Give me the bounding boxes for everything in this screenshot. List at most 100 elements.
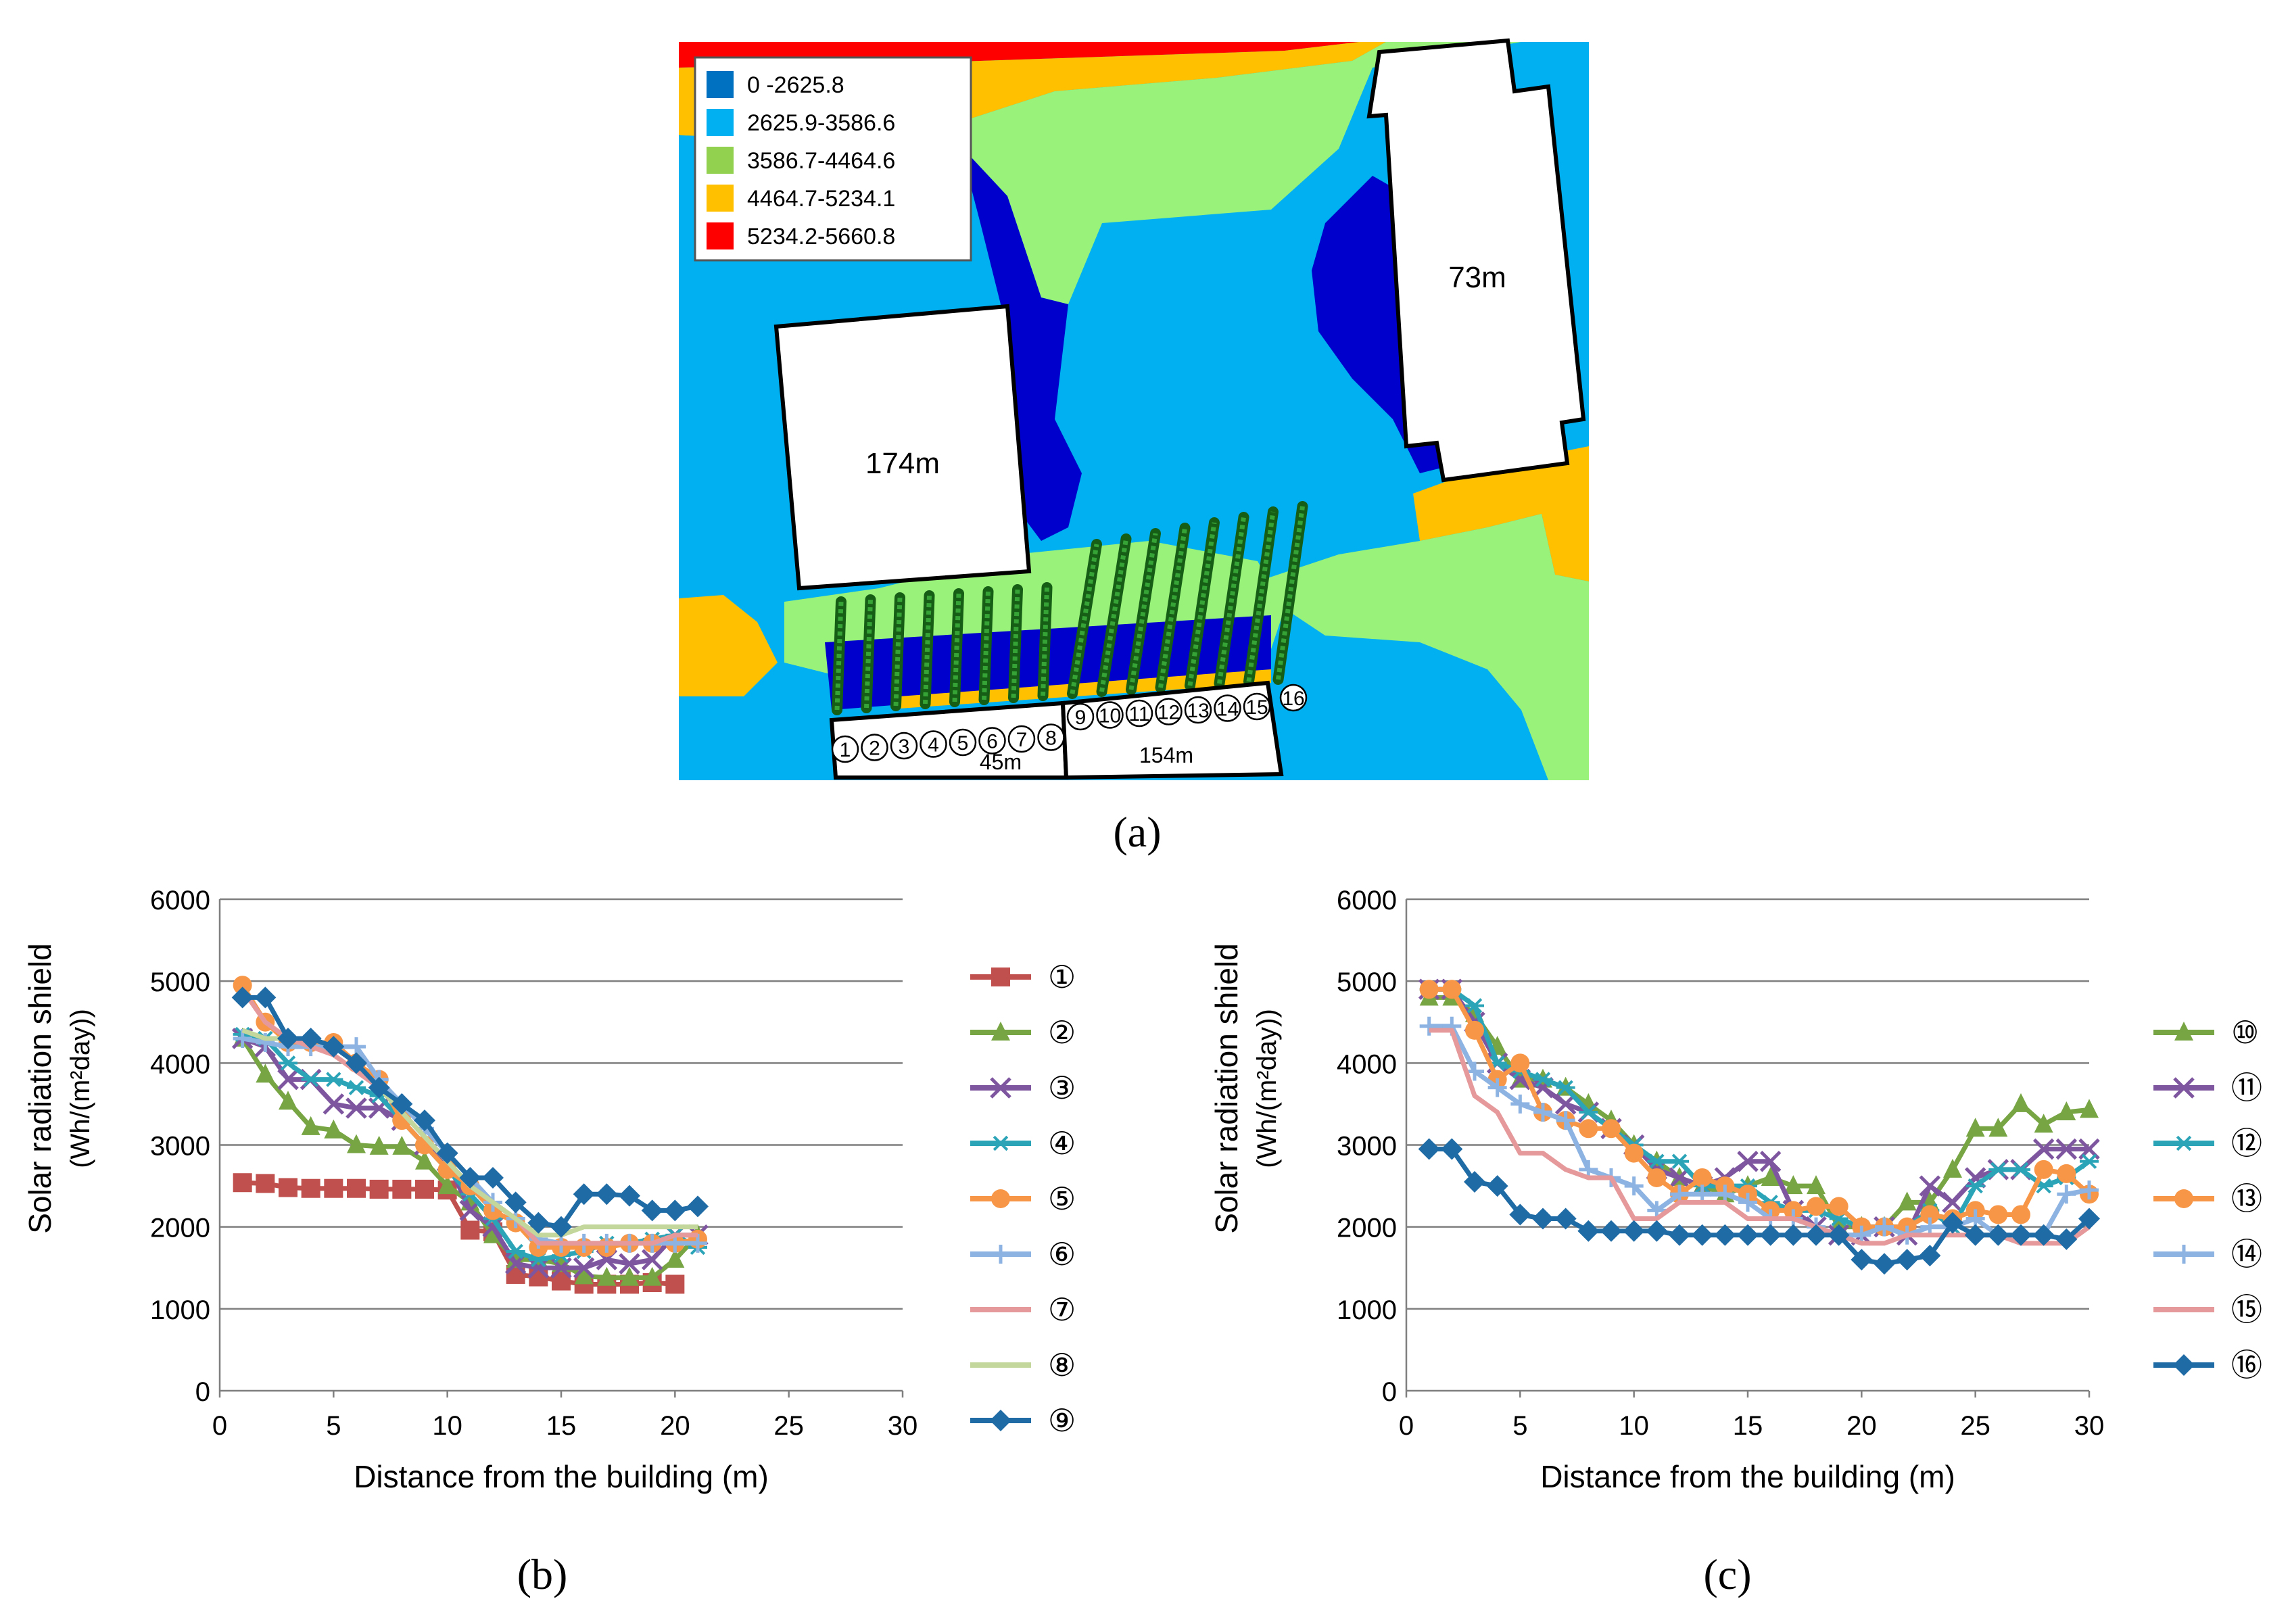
zone-darkblue-left xyxy=(960,145,1082,541)
zone-green-right xyxy=(1258,514,1589,780)
data-point-marker xyxy=(324,1178,343,1198)
data-point-marker xyxy=(1897,1191,1917,1211)
tree-row-foliage xyxy=(1187,522,1217,686)
data-point-marker xyxy=(2173,1354,2195,1376)
x-tick-label: 15 xyxy=(546,1411,577,1441)
data-point-marker xyxy=(1487,1078,1507,1097)
tree-row-foliage xyxy=(923,595,932,704)
data-point-marker xyxy=(368,1076,390,1099)
data-point-marker xyxy=(2080,1099,2099,1118)
data-point-marker xyxy=(1919,1175,1941,1197)
data-point-marker xyxy=(392,1179,412,1199)
legend-entry: ④ xyxy=(970,1126,1076,1161)
data-point-marker xyxy=(1692,1168,1712,1187)
data-point-marker xyxy=(2032,1224,2055,1246)
data-point-marker xyxy=(345,1052,367,1074)
point-marker-label: 16 xyxy=(1282,688,1304,710)
legend-label: 2625.9-3586.6 xyxy=(747,110,895,136)
point-marker-circle xyxy=(890,732,918,760)
building-174m-label: 174m xyxy=(865,447,940,480)
data-point-marker xyxy=(1510,1053,1530,1073)
y-tick-label: 6000 xyxy=(150,886,210,915)
data-point-marker xyxy=(1577,1220,1600,1242)
data-point-marker xyxy=(254,986,277,1009)
data-point-marker xyxy=(1556,1080,1575,1095)
legend-entry: ⑨ xyxy=(970,1403,1076,1438)
data-point-marker xyxy=(991,1189,1010,1208)
data-point-marker xyxy=(1761,1166,1780,1186)
data-point-marker xyxy=(279,1055,297,1071)
legend-box xyxy=(694,56,972,262)
data-point-marker xyxy=(1988,1162,2008,1178)
point-marker-circle xyxy=(1243,692,1271,721)
legend-entry: ⑪ xyxy=(2153,1070,2262,1105)
legend-entry: ⑭ xyxy=(2153,1237,2262,1272)
data-point-marker xyxy=(1418,1138,1440,1160)
data-point-marker xyxy=(2010,1224,2032,1246)
panel-label-a: (a) xyxy=(1113,808,1161,856)
data-point-marker xyxy=(277,1068,299,1091)
legend-label: ④ xyxy=(1048,1126,1076,1161)
map-panel: 174m 73m 45m 154m 1 2 3 4 5 6 7 89 10 11 12 13 14 15 1… xyxy=(679,38,1589,780)
data-point-marker xyxy=(256,1174,275,1193)
legend-label: ⑩ xyxy=(2231,1015,2259,1050)
data-point-marker xyxy=(2057,1185,2076,1204)
data-point-marker xyxy=(620,1266,639,1286)
x-tick-label: 0 xyxy=(212,1411,227,1441)
y-tick-label: 0 xyxy=(1382,1377,1397,1407)
legend-label: ③ xyxy=(1048,1070,1076,1105)
tree-row-foliage xyxy=(864,599,873,709)
x-tick-label: 20 xyxy=(660,1411,690,1441)
tree-row xyxy=(1272,501,1308,685)
data-point-marker xyxy=(596,1183,618,1205)
data-point-marker xyxy=(2055,1138,2078,1160)
data-point-marker xyxy=(1874,1253,1895,1275)
x-tick-label: 10 xyxy=(432,1411,462,1441)
zone-yellow-strip xyxy=(899,669,1271,709)
data-point-marker xyxy=(1419,1016,1439,1036)
chart-c-xlabel: Distance from the building (m) xyxy=(1540,1459,1955,1494)
series-line xyxy=(1429,1147,2091,1266)
data-point-marker xyxy=(2174,1022,2193,1041)
legend-entry: ⑤ xyxy=(970,1181,1076,1216)
data-point-marker xyxy=(437,1175,457,1195)
point-marker-label: 7 xyxy=(1016,729,1028,751)
building-73m-label: 73m xyxy=(1448,261,1506,294)
legend-swatch xyxy=(707,185,734,212)
chart-b-xlabel: Distance from the building (m) xyxy=(354,1459,769,1494)
point-marker-label: 12 xyxy=(1158,702,1180,724)
x-tick-label: 20 xyxy=(1846,1411,1877,1441)
data-point-marker xyxy=(415,1150,434,1170)
y-tick-label: 2000 xyxy=(150,1214,210,1243)
data-point-marker xyxy=(1737,1224,1759,1246)
panel-label-b: (b) xyxy=(517,1550,568,1598)
point-marker-circle xyxy=(1066,702,1095,731)
tree-row-foliage xyxy=(1246,511,1276,682)
building-45m-label: 45m xyxy=(980,750,1022,774)
data-point-marker xyxy=(573,1257,595,1279)
series-9 xyxy=(231,986,709,1238)
data-point-marker xyxy=(1486,1175,1508,1197)
data-point-marker xyxy=(527,1257,550,1279)
panel-label-c: (c) xyxy=(1703,1550,1751,1598)
point-marker-circle xyxy=(861,734,888,761)
data-point-marker xyxy=(619,1253,640,1274)
point-marker-circle xyxy=(1184,696,1212,724)
data-point-marker xyxy=(1829,1197,1848,1216)
data-point-marker xyxy=(1714,1224,1736,1246)
data-point-marker xyxy=(2174,1135,2193,1151)
point-marker-circle xyxy=(1096,701,1124,729)
data-point-marker xyxy=(233,976,252,995)
chart-c: Solar radiation shield (Wh/(m²day)) Dist… xyxy=(1209,886,2262,1494)
point-marker-label: 5 xyxy=(957,732,969,755)
legend-label: ⑮ xyxy=(2231,1292,2262,1327)
data-point-marker xyxy=(1987,1224,2009,1246)
data-point-marker xyxy=(482,1166,504,1189)
data-point-marker xyxy=(665,1274,685,1294)
x-tick-label: 30 xyxy=(2074,1411,2105,1441)
data-point-marker xyxy=(597,1266,617,1286)
point-marker-circle xyxy=(978,727,1006,755)
y-tick-label: 5000 xyxy=(150,968,210,997)
point-marker-circle xyxy=(1279,684,1308,712)
